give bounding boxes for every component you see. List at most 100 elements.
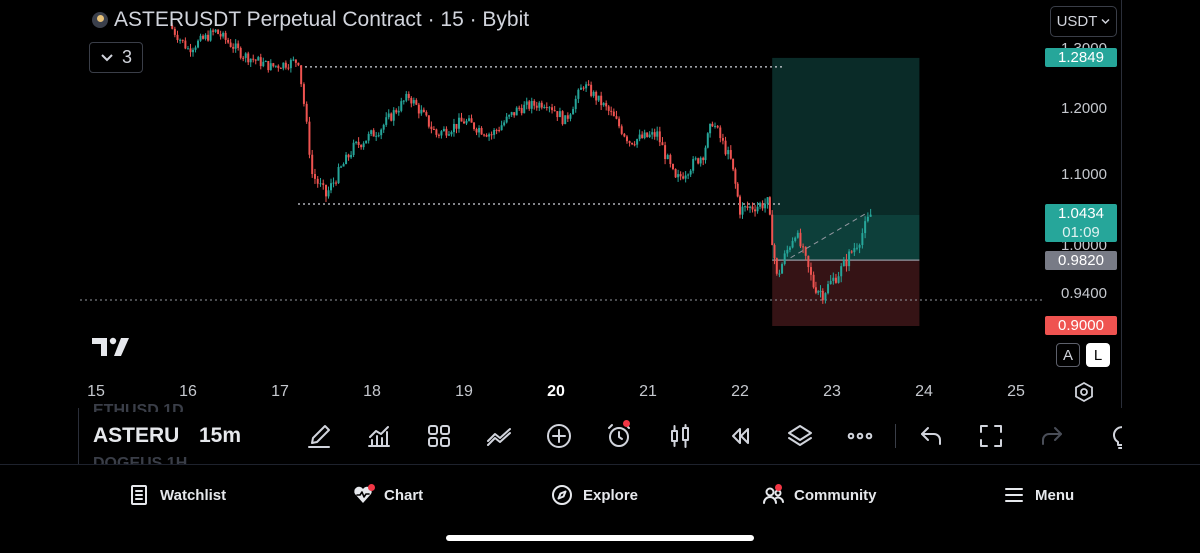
templates-icon[interactable]: [425, 422, 453, 450]
log-scale-button[interactable]: L: [1086, 343, 1110, 367]
add-icon[interactable]: [545, 422, 573, 450]
price-axis-label: 1.2000: [1061, 100, 1107, 117]
candle-body: [282, 62, 285, 69]
nav-menu[interactable]: Menu: [1003, 484, 1074, 506]
candle-body: [788, 247, 791, 250]
nav-explore[interactable]: Explore: [551, 484, 638, 506]
candle-body: [460, 117, 463, 122]
candle-body: [355, 141, 358, 143]
candle-body: [666, 155, 669, 160]
community-badge: [775, 484, 782, 491]
candle-body: [447, 134, 450, 136]
prev-symbol-ghost: ETHUSD 1D: [93, 402, 184, 412]
compare-icon[interactable]: [485, 422, 513, 450]
brush-icon[interactable]: [305, 422, 333, 450]
candle-body: [342, 164, 345, 167]
candle-body: [287, 67, 290, 69]
replay-icon[interactable]: [726, 422, 754, 450]
currency-select[interactable]: USDT: [1050, 6, 1117, 37]
candle-body: [574, 98, 577, 110]
candle-body: [727, 150, 730, 155]
candle-body: [827, 284, 830, 294]
candle-body: [272, 63, 275, 67]
candle-body: [595, 91, 598, 101]
candle-body: [664, 145, 667, 160]
nav-chart[interactable]: Chart: [352, 484, 423, 506]
candle-body: [858, 245, 861, 248]
candle-body: [631, 142, 634, 145]
candle-body: [714, 125, 717, 127]
candle-body: [171, 25, 174, 29]
symbol-selector[interactable]: ASTERU: [93, 424, 180, 447]
chevron-down-icon: [1101, 18, 1110, 25]
candle-body: [480, 128, 483, 135]
candle-body: [189, 48, 192, 53]
redo-icon[interactable]: [1038, 422, 1066, 450]
lightbulb-icon[interactable]: [1108, 422, 1122, 450]
indicator-count: 3: [121, 47, 132, 67]
candle-body: [837, 276, 840, 283]
indicators-toggle-button[interactable]: 3: [89, 42, 143, 73]
candle-body: [455, 123, 458, 129]
candle-body: [711, 123, 714, 127]
candle-body: [658, 131, 661, 143]
tradingview-logo[interactable]: [92, 336, 132, 358]
candle-body: [585, 84, 588, 89]
candle-body: [505, 116, 508, 123]
candle-body: [498, 130, 501, 132]
candle-body: [184, 40, 187, 49]
candle-body: [440, 131, 443, 136]
fullscreen-icon[interactable]: [977, 422, 1005, 450]
undo-icon[interactable]: [917, 422, 945, 450]
candle-body: [277, 65, 280, 68]
candle-body: [395, 110, 398, 113]
candle-body: [850, 251, 853, 253]
profit-filled-zone: [772, 214, 920, 261]
price-chart[interactable]: [0, 0, 1200, 408]
candle-body: [224, 32, 227, 40]
layers-icon[interactable]: [786, 422, 814, 450]
candle-body: [545, 106, 548, 108]
nav-community[interactable]: Community: [762, 484, 877, 506]
candle-body: [173, 28, 176, 35]
nav-watchlist[interactable]: Watchlist: [128, 484, 226, 506]
candle-body: [234, 43, 237, 49]
candle-body: [187, 48, 189, 50]
candle-body: [322, 183, 325, 185]
candle-body: [821, 290, 824, 301]
candle-body: [739, 196, 741, 215]
candle-body: [679, 174, 682, 177]
candle-body: [656, 131, 659, 137]
candle-body: [699, 157, 702, 164]
candle-body: [435, 129, 438, 135]
indicators-icon[interactable]: [365, 422, 393, 450]
candle-body: [756, 206, 759, 212]
interval-selector[interactable]: 15m: [199, 424, 242, 447]
candle-body: [612, 111, 615, 117]
candles: [171, 22, 872, 304]
more-icon[interactable]: [846, 422, 874, 450]
menu-icon: [1005, 488, 1023, 502]
time-axis-label: 16: [179, 383, 197, 400]
candle-body: [540, 102, 543, 108]
price-axis-label: 0.9400: [1061, 285, 1107, 302]
candle-body: [308, 121, 311, 155]
candle-body: [367, 133, 370, 141]
candle-body: [176, 34, 179, 40]
chart-settings-icon[interactable]: [1073, 381, 1095, 403]
alert-icon[interactable]: [605, 420, 633, 450]
time-axis-label: 20: [547, 383, 565, 400]
candle-body: [597, 95, 600, 101]
auto-scale-button[interactable]: A: [1056, 343, 1080, 367]
home-indicator[interactable]: [446, 535, 754, 541]
candle-body: [300, 65, 303, 85]
bar-style-icon[interactable]: [666, 422, 694, 450]
nav-chart-label: Chart: [384, 486, 424, 504]
candle-body: [437, 134, 440, 136]
chart-title[interactable]: ASTERUSDT Perpetual Contract · 15 · Bybi…: [92, 8, 529, 32]
time-axis-label: 17: [271, 383, 289, 400]
candle-body: [641, 134, 644, 138]
candle-body: [452, 123, 455, 133]
candle-body: [804, 246, 807, 256]
candle-body: [352, 142, 355, 155]
